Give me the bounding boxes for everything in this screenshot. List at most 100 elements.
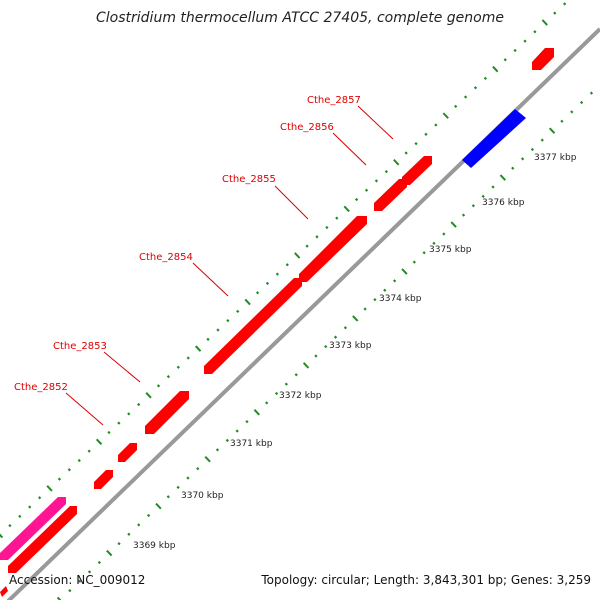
gene-label: Cthe_2857 [307,95,361,106]
inner-tick-minor [117,542,121,546]
outer-tick-minor [176,365,180,369]
inner-tick-minor [491,185,495,189]
inner-tick-minor [540,138,544,142]
inner-tick-major [253,409,260,416]
outer-tick-major [244,298,251,306]
inner-tick-minor [530,147,535,152]
inner-tick-minor [294,373,298,377]
gene-arrow-reverse [462,109,526,168]
inner-tick-minor [461,213,466,217]
outer-tick-ring [0,2,567,539]
outer-tick-major [343,205,350,213]
inner-tick-minor [392,279,397,283]
inner-tick-minor [127,532,131,536]
map-title: Clostridium thermocellum ATCC 27405, com… [96,10,504,26]
inner-tick-minor [215,448,220,452]
inner-tick-minor [373,298,377,302]
outer-tick-minor [166,374,171,379]
inner-tick-minor [235,429,239,433]
outer-tick-minor [483,76,488,81]
feature-arrow-magenta [0,497,66,560]
outer-tick-minor [513,48,517,53]
accession-text: Accession: NC_009012 [9,573,146,587]
scale-label: 3375 kbp [429,245,472,255]
inner-tick-minor [137,523,141,527]
outer-tick-minor [137,402,141,407]
inner-tick-major [499,174,507,181]
inner-tick-minor [97,560,101,565]
inner-tick-minor [570,110,574,114]
gene-label-leader [332,132,367,166]
inner-tick-minor [343,326,348,330]
outer-tick-minor [87,449,91,453]
inner-tick-minor [363,307,367,311]
outer-tick-minor [156,384,161,388]
gene-arrow-2856 [374,179,407,211]
outer-tick-major [46,485,53,492]
outer-tick-minor [117,421,121,425]
inner-tick-major [548,127,556,134]
inner-tick-minor [146,513,151,518]
inner-tick-minor [589,91,594,95]
scale-label: 3373 kbp [329,341,372,351]
inner-tick-minor [324,344,328,349]
outer-tick-minor [454,104,458,108]
gene-arrow-2852 [94,470,113,489]
inner-tick-major [155,502,162,510]
scale-label: 3372 kbp [279,391,322,401]
inner-tick-minor [225,438,229,443]
outer-tick-minor [18,514,22,518]
outer-tick-minor [285,263,289,267]
gene-arrow-2854 [145,391,189,434]
outer-tick-minor [424,132,428,136]
outer-tick-minor [374,179,379,183]
inner-tick-minor [442,232,446,236]
outer-tick-minor [275,272,279,276]
inner-tick-major [401,268,408,275]
outer-tick-minor [226,319,230,323]
inner-tick-minor [481,194,485,199]
gene-arrow-2853 [118,443,137,462]
scale-label: 3371 kbp [230,439,273,449]
outer-tick-minor [265,281,270,286]
inner-tick-ring [56,91,594,600]
outer-tick-major [492,65,499,73]
scale-label-layer: 3369 kbp 3370 kbp 3371 kbp 3372 kbp 3373 kbp… [133,153,577,551]
scale-label: 3369 kbp [133,541,176,551]
outer-tick-minor [384,169,388,174]
outer-tick-minor [305,244,309,248]
outer-tick-minor [325,225,329,230]
inner-tick-minor [196,466,200,471]
outer-tick-minor [77,458,81,463]
inner-tick-minor [245,420,249,424]
outer-tick-minor [236,309,240,313]
inner-tick-minor [412,260,416,264]
gene-label-leader [192,262,229,297]
scale-label: 3376 kbp [482,198,525,208]
gene-arrow-edge [0,586,8,597]
inner-tick-minor [560,119,564,123]
inner-tick-minor [432,241,436,245]
gene-label: Cthe_2855 [222,174,276,185]
outer-tick-minor [563,2,567,6]
outer-tick-minor [414,142,418,146]
inner-tick-major [204,455,211,463]
outer-tick-minor [28,505,32,509]
scale-label: 3377 kbp [534,153,577,163]
gene-arrow-2855-b [299,216,367,282]
outer-tick-major [194,345,202,352]
outer-tick-major [442,112,449,119]
outer-tick-major [0,533,4,539]
inner-tick-minor [186,476,190,480]
outer-tick-major [541,19,548,26]
outer-tick-minor [364,188,369,192]
inner-tick-major [302,362,310,369]
inner-tick-minor [314,354,318,358]
scale-label: 3374 kbp [379,294,422,304]
outer-tick-minor [107,430,111,435]
inner-tick-major [352,315,359,322]
outer-tick-major [95,438,103,446]
outer-tick-minor [335,216,339,220]
inner-tick-major [450,221,457,228]
gene-label: Cthe_2856 [280,122,334,133]
